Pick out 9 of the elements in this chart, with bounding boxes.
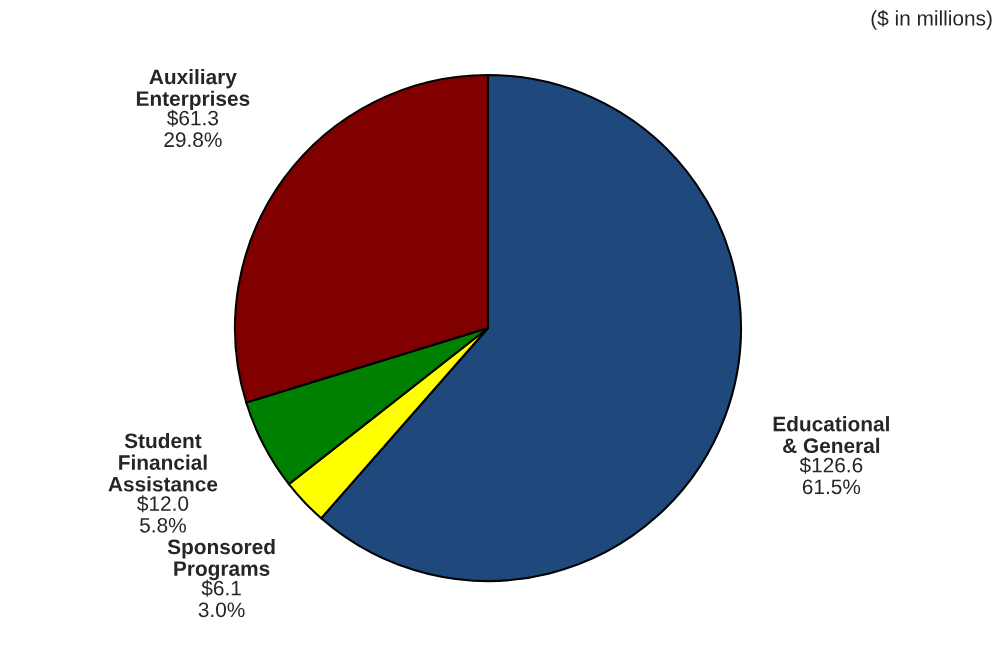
slice-label: Sponsored Programs bbox=[167, 538, 275, 581]
data-label: $12.0 5.8% bbox=[137, 495, 189, 533]
slice-label: Educational & General bbox=[773, 416, 889, 454]
slice-label: Student Financial Assistance bbox=[108, 432, 218, 492]
text: ($ in millions) bbox=[871, 10, 992, 30]
slice-label: Auxiliary Enterprises bbox=[136, 69, 250, 111]
data-label: $126.6 61.5% bbox=[799, 456, 863, 495]
data-label: $6.1 3.0% bbox=[198, 579, 245, 618]
data-label: $61.3 29.8% bbox=[164, 109, 222, 148]
